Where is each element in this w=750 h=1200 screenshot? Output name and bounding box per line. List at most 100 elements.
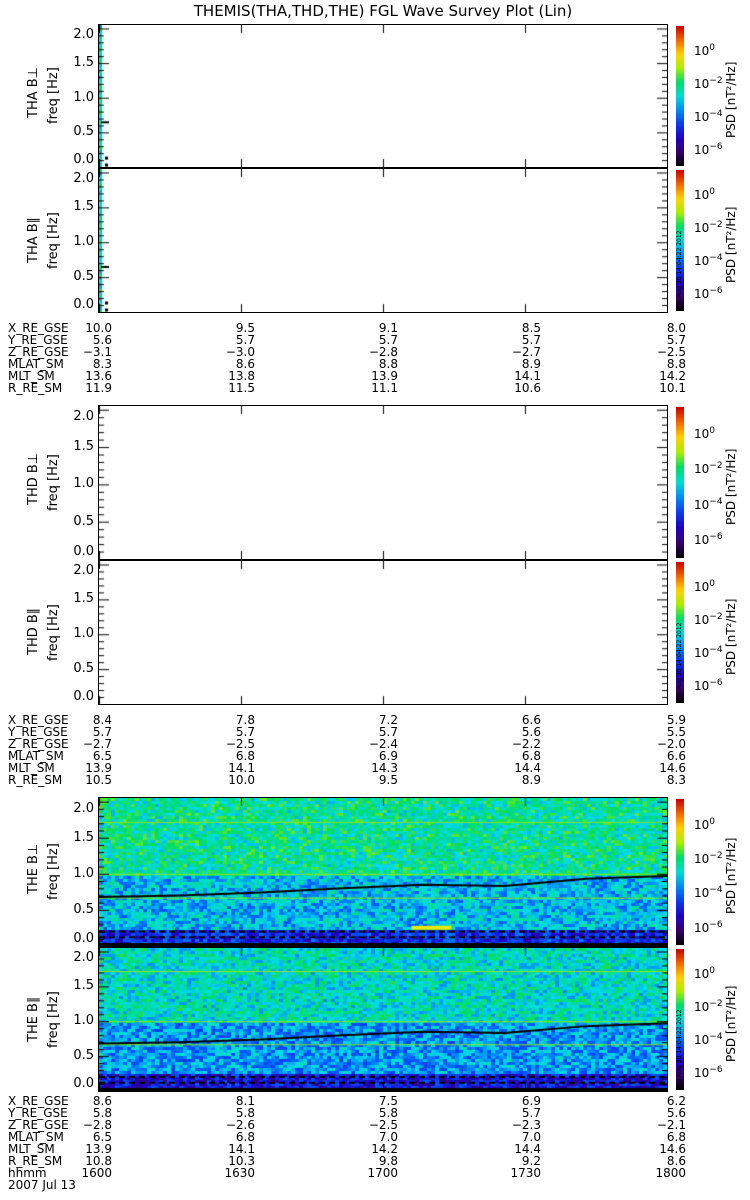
colorbar-tick-label: 10−6 xyxy=(694,141,723,157)
ephemeris-value: 14.3 xyxy=(371,761,398,775)
colorbar xyxy=(676,26,684,166)
date-label: 2007 Jul 13 xyxy=(8,1178,76,1192)
spectrogram-canvas xyxy=(99,948,667,1091)
ephemeris-value: 14.1 xyxy=(228,761,255,775)
ephemeris-value: 1600 xyxy=(81,1166,112,1180)
ephemeris-label: Y_RE_GSE xyxy=(8,725,68,739)
ephemeris-value: 9.2 xyxy=(521,1154,541,1168)
y-axis-label: freq [Hz] xyxy=(46,453,61,511)
ephemeris-label: MLT_SM xyxy=(8,1142,55,1156)
ephemeris-value: −2.5 xyxy=(225,737,255,751)
colorbar xyxy=(676,407,684,558)
ephemeris-value: −2.5 xyxy=(368,1118,398,1132)
ephemeris-value: 6.5 xyxy=(92,749,112,763)
ephemeris-label: MLT_SM xyxy=(8,369,55,383)
y-tick-label: 2.0 xyxy=(73,27,94,43)
ephemeris-value: 8.5 xyxy=(521,321,541,335)
y-tick-label: 1.0 xyxy=(73,865,94,881)
ephemeris-value: 13.9 xyxy=(85,761,112,775)
ephemeris-value: 1700 xyxy=(367,1166,398,1180)
ephemeris-row: MLT_SM 13.9 14.1 14.2 14.4 14.6 xyxy=(8,1143,748,1155)
colorbar xyxy=(676,949,684,1090)
ephemeris-value: 10.6 xyxy=(514,381,541,395)
ephemeris-label: R_RE_SM xyxy=(8,381,63,395)
y-tick-label: 0.5 xyxy=(73,513,94,529)
ephemeris-value: 5.7 xyxy=(666,333,686,347)
ephemeris-value: 11.5 xyxy=(228,381,255,395)
y-tick-label: 1.5 xyxy=(73,829,94,845)
ephemeris-value: 8.8 xyxy=(378,357,398,371)
ephemeris-value: 5.8 xyxy=(235,1106,255,1120)
y-tick-label: 1.5 xyxy=(73,199,94,215)
colorbar-tick-label: 100 xyxy=(694,42,716,58)
ephemeris-row: R_RE_SM 10.5 10.0 9.5 8.9 8.3 xyxy=(8,774,748,786)
colorbar xyxy=(676,170,684,311)
colorbar-tick-label: 10−2 xyxy=(694,220,723,236)
ephemeris-row: Z_RE_GSE −3.1 −3.0 −2.8 −2.7 −2.5 xyxy=(8,346,748,358)
ephemeris-value: 10.8 xyxy=(85,1154,112,1168)
ephemeris-row: MLAT_SM 8.3 8.6 8.8 8.9 8.8 xyxy=(8,358,748,370)
colorbar-tick-label: 100 xyxy=(694,578,716,594)
ephemeris-value: 14.1 xyxy=(228,1142,255,1156)
colorbar-tick-label: 10−2 xyxy=(694,999,723,1015)
spectrogram-canvas xyxy=(99,798,667,946)
ephemeris-label: Z_RE_GSE xyxy=(8,345,69,359)
y-tick-label: 1.0 xyxy=(73,476,94,492)
ephemeris-value: 14.1 xyxy=(514,369,541,383)
ephemeris-value: −2.8 xyxy=(82,1118,112,1132)
spectrogram-panel xyxy=(98,560,668,705)
ephemeris-value: 1630 xyxy=(224,1166,255,1180)
y-tick-label: 2.0 xyxy=(73,171,94,187)
timestamp: Thu Aug 30 14:04:22 2012 xyxy=(676,230,683,311)
panel-label: THE B∥ xyxy=(26,996,41,1042)
ephemeris-value: 13.8 xyxy=(228,369,255,383)
ephemeris-value: 14.4 xyxy=(514,761,541,775)
colorbar-tick-label: 10−6 xyxy=(694,678,723,694)
y-tick-label: 1.5 xyxy=(73,55,94,71)
y-tick-label: 0.0 xyxy=(73,931,94,946)
ephemeris-value: −2.6 xyxy=(225,1118,255,1132)
spectrogram-canvas xyxy=(99,561,667,704)
ephemeris-label: R_RE_SM xyxy=(8,773,63,787)
ephemeris-row: hhmm 1600 1630 1700 1730 1800 xyxy=(8,1167,748,1179)
colorbar-tick-label: 10−2 xyxy=(694,851,723,867)
ephemeris-value: 14.6 xyxy=(659,761,686,775)
ephemeris-value: 8.6 xyxy=(92,1094,112,1108)
colorbar-tick-label: 100 xyxy=(694,816,716,832)
colorbar-tick-label: 10−2 xyxy=(694,461,723,477)
y-axis-label: freq [Hz] xyxy=(46,67,61,124)
colorbar-label: PSD [nT²/Hz] xyxy=(724,598,738,675)
ephemeris-value: 8.8 xyxy=(666,357,686,371)
colorbar-tick-label: 100 xyxy=(694,186,716,202)
ephemeris-value: 8.4 xyxy=(92,713,112,727)
y-tick-label: 1.0 xyxy=(73,626,94,642)
ephemeris-value: −2.2 xyxy=(511,737,541,751)
ephemeris-value: 6.8 xyxy=(666,1130,686,1144)
y-axis-label: freq [Hz] xyxy=(46,843,61,900)
y-tick-label: 2.0 xyxy=(73,408,94,424)
colorbar-label: PSD [nT²/Hz] xyxy=(724,61,738,138)
y-tick-label: 0.0 xyxy=(73,152,94,167)
colorbar-tick-label: 10−4 xyxy=(694,253,723,269)
ephemeris-value: 5.6 xyxy=(666,1106,686,1120)
ephemeris-row: Y_RE_GSE 5.8 5.8 5.8 5.7 5.6 xyxy=(8,1107,748,1119)
ephemeris-value: 13.9 xyxy=(371,369,398,383)
spectrogram-panel xyxy=(98,24,668,168)
ephemeris-label: MLAT_SM xyxy=(8,749,64,763)
ephemeris-value: 5.8 xyxy=(92,1106,112,1120)
y-tick-label: 0.5 xyxy=(73,124,94,140)
ephemeris-label: R_RE_SM xyxy=(8,1154,63,1168)
ephemeris-value: 14.4 xyxy=(514,1142,541,1156)
colorbar xyxy=(676,562,684,703)
ephemeris-label: X_RE_GSE xyxy=(8,713,69,727)
ephemeris-row: Y_RE_GSE 5.7 5.7 5.7 5.6 5.5 xyxy=(8,726,748,738)
ephemeris-row: MLT_SM 13.9 14.1 14.3 14.4 14.6 xyxy=(8,762,748,774)
y-tick-label: 0.0 xyxy=(73,297,94,312)
colorbar-tick-label: 10−4 xyxy=(694,885,723,901)
ephemeris-value: −2.4 xyxy=(368,737,398,751)
ephemeris-value: −2.7 xyxy=(82,737,112,751)
y-tick-label: 2.0 xyxy=(73,563,94,579)
ephemeris-value: 5.5 xyxy=(666,725,686,739)
ephemeris-value: −2.8 xyxy=(368,345,398,359)
ephemeris-value: −2.5 xyxy=(656,345,686,359)
